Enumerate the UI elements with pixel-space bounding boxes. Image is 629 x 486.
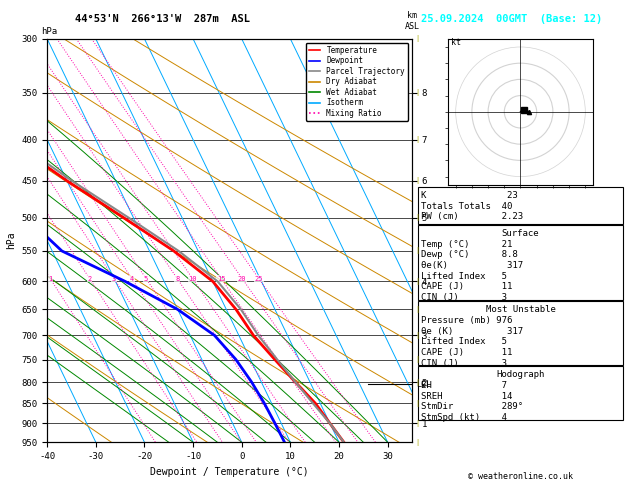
Text: EH             7: EH 7 <box>421 381 508 390</box>
Text: |: | <box>415 214 420 221</box>
Text: |: | <box>415 35 420 42</box>
Text: CIN (J)        3: CIN (J) 3 <box>421 359 508 368</box>
Text: Hodograph: Hodograph <box>496 370 545 380</box>
Text: 5: 5 <box>144 276 148 281</box>
Text: |: | <box>415 439 420 446</box>
Text: km
ASL: km ASL <box>404 11 420 31</box>
Text: K               23: K 23 <box>421 191 518 200</box>
Text: PW (cm)        2.23: PW (cm) 2.23 <box>421 212 523 222</box>
Text: Temp (°C)      21: Temp (°C) 21 <box>421 240 513 249</box>
Text: 3: 3 <box>112 276 116 281</box>
Text: 44°53'N  266°13'W  287m  ASL: 44°53'N 266°13'W 287m ASL <box>75 14 250 24</box>
Text: |: | <box>415 89 420 96</box>
Legend: Temperature, Dewpoint, Parcel Trajectory, Dry Adiabat, Wet Adiabat, Isotherm, Mi: Temperature, Dewpoint, Parcel Trajectory… <box>306 43 408 121</box>
Text: |: | <box>415 247 420 255</box>
Text: |: | <box>415 420 420 427</box>
Text: |: | <box>415 379 420 385</box>
Text: |: | <box>415 332 420 339</box>
Text: |: | <box>415 177 420 184</box>
Text: Lifted Index   5: Lifted Index 5 <box>421 337 508 347</box>
Text: |: | <box>415 356 420 363</box>
Text: CIN (J)        3: CIN (J) 3 <box>421 293 508 302</box>
Text: hPa: hPa <box>41 27 57 36</box>
Text: Lifted Index   5: Lifted Index 5 <box>421 272 508 281</box>
Text: Pressure (mb) 976: Pressure (mb) 976 <box>421 316 513 325</box>
Text: |: | <box>415 306 420 313</box>
Text: Most Unstable: Most Unstable <box>486 305 555 314</box>
Text: 25: 25 <box>255 276 263 281</box>
Text: 20: 20 <box>238 276 247 281</box>
X-axis label: Dewpoint / Temperature (°C): Dewpoint / Temperature (°C) <box>150 467 309 477</box>
Text: Surface: Surface <box>502 229 539 238</box>
Text: 1: 1 <box>48 276 52 281</box>
Text: 4: 4 <box>130 276 134 281</box>
Text: 2: 2 <box>87 276 92 281</box>
Text: StmDir         289°: StmDir 289° <box>421 402 523 412</box>
Text: CAPE (J)       11: CAPE (J) 11 <box>421 348 513 357</box>
Text: SREH           14: SREH 14 <box>421 392 513 401</box>
Text: 8: 8 <box>175 276 179 281</box>
Text: © weatheronline.co.uk: © weatheronline.co.uk <box>468 472 573 481</box>
Text: StmSpd (kt)    4: StmSpd (kt) 4 <box>421 413 508 422</box>
Text: 10: 10 <box>188 276 197 281</box>
Y-axis label: hPa: hPa <box>6 232 16 249</box>
Text: 25.09.2024  00GMT  (Base: 12): 25.09.2024 00GMT (Base: 12) <box>421 14 603 24</box>
Text: |: | <box>415 136 420 143</box>
Text: kt: kt <box>451 38 461 47</box>
Text: θe (K)          317: θe (K) 317 <box>421 327 523 336</box>
Text: |: | <box>415 400 420 407</box>
Text: Totals Totals  40: Totals Totals 40 <box>421 202 513 211</box>
Text: LCL: LCL <box>416 380 431 389</box>
Text: Dewp (°C)      8.8: Dewp (°C) 8.8 <box>421 250 518 260</box>
Text: CAPE (J)       11: CAPE (J) 11 <box>421 282 513 292</box>
Text: 15: 15 <box>217 276 225 281</box>
Text: θe(K)           317: θe(K) 317 <box>421 261 523 270</box>
Text: |: | <box>415 278 420 285</box>
